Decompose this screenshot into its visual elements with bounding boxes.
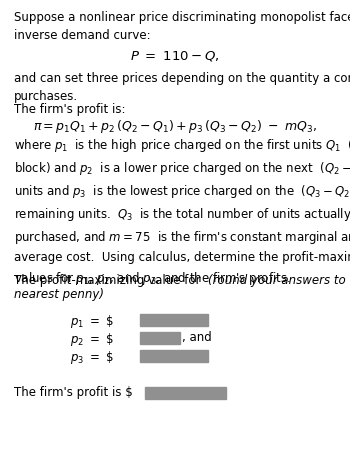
Text: $\pi = p_1Q_1 + p_2\,(Q_2-Q_1) + p_3\,(Q_3-Q_2)\ -\ mQ_3,$: $\pi = p_1Q_1 + p_2\,(Q_2-Q_1) + p_3\,(Q…	[33, 118, 317, 135]
Text: The profit-maximizing value for: The profit-maximizing value for	[14, 274, 208, 287]
Text: $p_2\ =\ \$$: $p_2\ =\ \$$	[70, 331, 114, 348]
Text: The firm's profit is:: The firm's profit is:	[14, 103, 126, 116]
Text: The firm's profit is $: The firm's profit is $	[14, 386, 133, 399]
Text: Suppose a nonlinear price discriminating monopolist faces an
inverse demand curv: Suppose a nonlinear price discriminating…	[14, 11, 350, 42]
FancyBboxPatch shape	[140, 350, 208, 362]
Text: $p_1\ =\ \$$: $p_1\ =\ \$$	[70, 313, 114, 330]
Text: and can set three prices depending on the quantity a consumer
purchases.: and can set three prices depending on th…	[14, 72, 350, 103]
FancyBboxPatch shape	[140, 332, 180, 344]
Text: (round your answers to the: (round your answers to the	[208, 274, 350, 287]
Text: nearest penny): nearest penny)	[14, 288, 104, 301]
Text: $p_3\ =\ \$$: $p_3\ =\ \$$	[70, 349, 114, 366]
FancyBboxPatch shape	[140, 314, 208, 326]
Text: $P\ =\ 110-Q,$: $P\ =\ 110-Q,$	[130, 49, 220, 63]
FancyBboxPatch shape	[145, 387, 226, 399]
Text: where $p_1$  is the high price charged on the first units $Q_1$  (first
block) a: where $p_1$ is the high price charged on…	[14, 137, 350, 287]
Text: , and: , and	[182, 331, 212, 344]
